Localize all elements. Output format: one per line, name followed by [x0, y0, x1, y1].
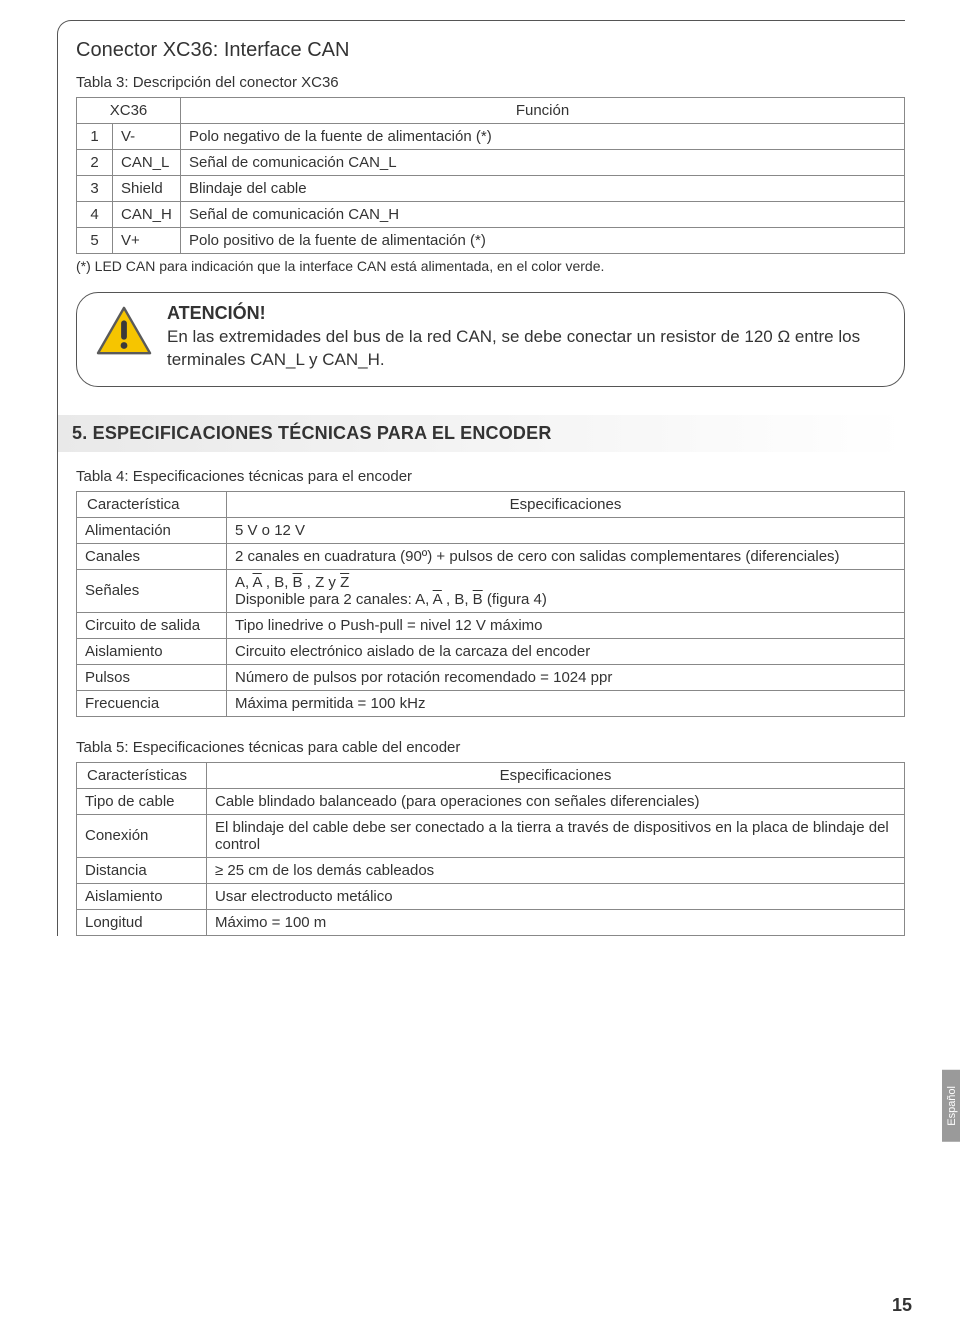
table-row: Señales A, A , B, B , Z y Z Disponible p… [77, 569, 905, 612]
table-row: LongitudMáximo = 100 m [77, 909, 905, 935]
table4-caption: Tabla 4: Especificaciones técnicas para … [76, 468, 905, 485]
table3-caption: Tabla 3: Descripción del conector XC36 [76, 74, 905, 91]
table-row: 4 CAN_H Señal de comunicación CAN_H [77, 202, 905, 228]
table-row: Circuito de salidaTipo linedrive o Push-… [77, 612, 905, 638]
table3: XC36 Función 1 V- Polo negativo de la fu… [76, 97, 905, 254]
table4: Característica Especificaciones Alimenta… [76, 491, 905, 717]
table-row: Canales2 canales en cuadratura (90º) + p… [77, 543, 905, 569]
table-row: 3 Shield Blindaje del cable [77, 176, 905, 202]
table-row: 1 V- Polo negativo de la fuente de alime… [77, 124, 905, 150]
section-title: Conector XC36: Interface CAN [76, 39, 905, 62]
section5-banner: 5. ESPECIFICACIONES TÉCNICAS PARA EL ENC… [58, 415, 905, 452]
table-row: 5 V+ Polo positivo de la fuente de alime… [77, 228, 905, 254]
table-row: Distancia≥ 25 cm de los demás cableados [77, 857, 905, 883]
warning-box: ATENCIÓN! En las extremidades del bus de… [76, 292, 905, 387]
table-row: AislamientoUsar electroducto metálico [77, 883, 905, 909]
table5-header-c2: Especificaciones [207, 762, 905, 788]
table-row: PulsosNúmero de pulsos por rotación reco… [77, 664, 905, 690]
table-row: Alimentación5 V o 12 V [77, 517, 905, 543]
table-row: 2 CAN_L Señal de comunicación CAN_L [77, 150, 905, 176]
table3-header-funcion: Función [181, 98, 905, 124]
table-row: ConexiónEl blindaje del cable debe ser c… [77, 814, 905, 857]
table3-note: (*) LED CAN para indicación que la inter… [76, 258, 905, 274]
table4-header-c1: Característica [77, 491, 227, 517]
table-row: Tipo de cableCable blindado balanceado (… [77, 788, 905, 814]
table4-header-c2: Especificaciones [227, 491, 905, 517]
table5: Características Especificaciones Tipo de… [76, 762, 905, 936]
warning-title: ATENCIÓN! [167, 303, 884, 324]
warning-triangle-icon [95, 305, 153, 357]
language-tab: Español [942, 1070, 960, 1142]
table5-caption: Tabla 5: Especificaciones técnicas para … [76, 739, 905, 756]
page-number: 15 [892, 1295, 912, 1316]
table5-header-c1: Características [77, 762, 207, 788]
table-row: AislamientoCircuito electrónico aislado … [77, 638, 905, 664]
warning-text: En las extremidades del bus de la red CA… [167, 326, 884, 372]
table-row: FrecuenciaMáxima permitida = 100 kHz [77, 690, 905, 716]
signals-cell: A, A , B, B , Z y Z Disponible para 2 ca… [227, 569, 905, 612]
table3-header-xc36: XC36 [77, 98, 181, 124]
